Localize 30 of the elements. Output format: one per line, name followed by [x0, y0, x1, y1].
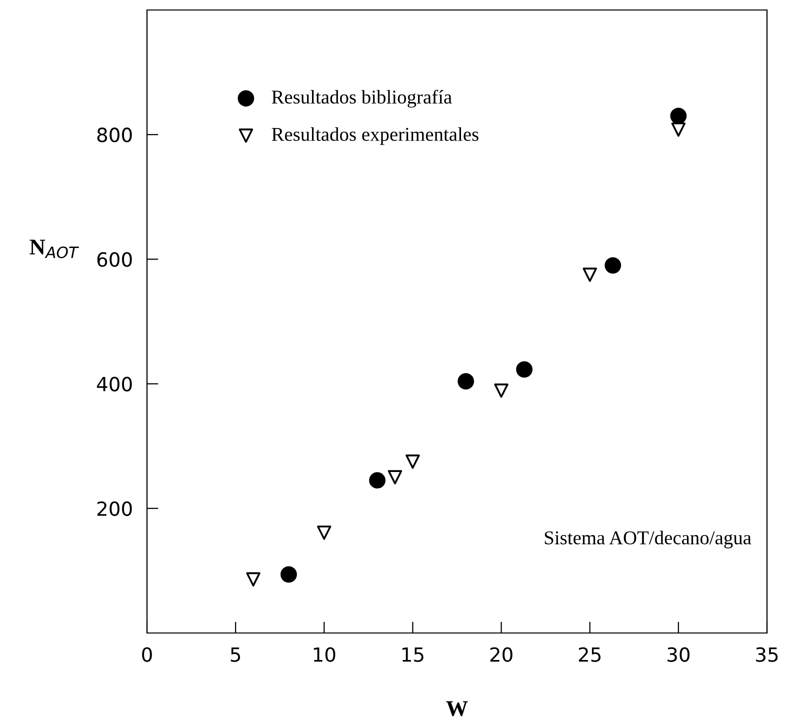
x-tick-label: 5 [230, 647, 240, 662]
x-tick-label: 10 [314, 647, 336, 662]
point [388, 470, 402, 484]
x-tick-label: 0 [142, 647, 152, 662]
y-tick-label: 600 [97, 252, 132, 267]
x-tick-label: 20 [490, 647, 512, 662]
point [369, 472, 386, 489]
x-axis-title: W [446, 701, 468, 716]
point [582, 268, 597, 282]
point [317, 526, 332, 540]
y-tick-label: 800 [97, 128, 132, 142]
y-tick-label: 400 [96, 376, 132, 392]
point [516, 361, 532, 378]
point [494, 384, 508, 398]
x-tick-label: 35 [756, 647, 778, 662]
y-axis-title: N$_{AOT}$ [30, 240, 79, 258]
x-tick-label: 30 [668, 647, 690, 662]
point [604, 257, 622, 274]
point [280, 566, 297, 583]
legend-label: Resultados bibliografía [272, 90, 452, 108]
x-tick-label: 25 [578, 647, 601, 662]
point [670, 108, 687, 124]
annotation: Sistema AOT/decano/agua [544, 530, 752, 548]
x-tick-label: 15 [402, 647, 424, 662]
point [406, 454, 420, 469]
point [246, 572, 260, 587]
point [458, 373, 474, 390]
point [671, 122, 686, 137]
y-tick-label: 200 [97, 501, 132, 516]
legend-label: Resultados experimentales [272, 127, 478, 145]
